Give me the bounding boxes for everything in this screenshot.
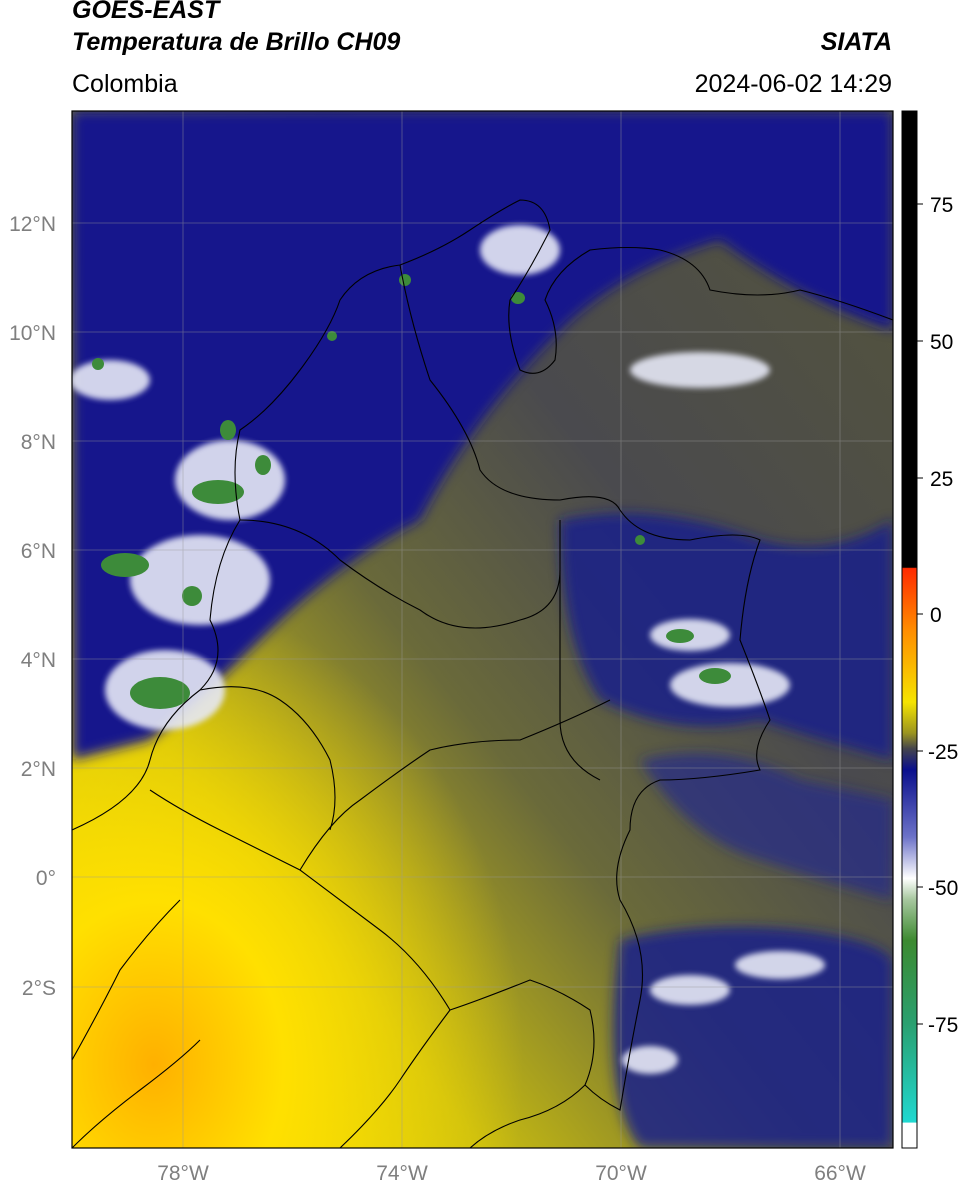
gridlines (72, 111, 893, 1148)
datetime-label: 2024-06-02 14:29 (694, 70, 892, 98)
country-borders (72, 199, 893, 1148)
product-title: Temperatura de Brillo CH09 (72, 28, 401, 56)
colorbar-label-neg25: -25 (928, 741, 958, 764)
colorbar-label-25: 25 (930, 468, 953, 491)
region-label: Colombia (72, 70, 178, 98)
satellite-title: GOES-EAST (72, 0, 220, 24)
lat-label-4n: 4°N (21, 649, 56, 672)
lat-label-10n: 10°N (9, 322, 56, 345)
lon-label-66w: 66°W (814, 1162, 866, 1185)
colorbar-ticks (917, 203, 923, 1025)
map-frame (71, 110, 894, 1149)
colorbar-label-neg50: -50 (928, 877, 958, 900)
colorbar-label-neg75: -75 (928, 1014, 958, 1037)
lat-label-2s: 2°S (22, 977, 56, 1000)
imagery-layer (72, 111, 893, 1148)
lon-label-70w: 70°W (595, 1162, 647, 1185)
brand-label: SIATA (820, 28, 892, 56)
colorbar-label-0: 0 (930, 604, 942, 627)
lat-label-0: 0° (36, 867, 56, 890)
lat-label-8n: 8°N (21, 431, 56, 454)
lon-label-78w: 78°W (157, 1162, 209, 1185)
lon-label-74w: 74°W (376, 1162, 428, 1185)
lat-label-6n: 6°N (21, 540, 56, 563)
lat-label-12n: 12°N (9, 213, 56, 236)
lat-label-2n: 2°N (21, 758, 56, 781)
colorbar (901, 110, 918, 1149)
colorbar-label-75: 75 (930, 194, 953, 217)
colorbar-label-50: 50 (930, 331, 953, 354)
